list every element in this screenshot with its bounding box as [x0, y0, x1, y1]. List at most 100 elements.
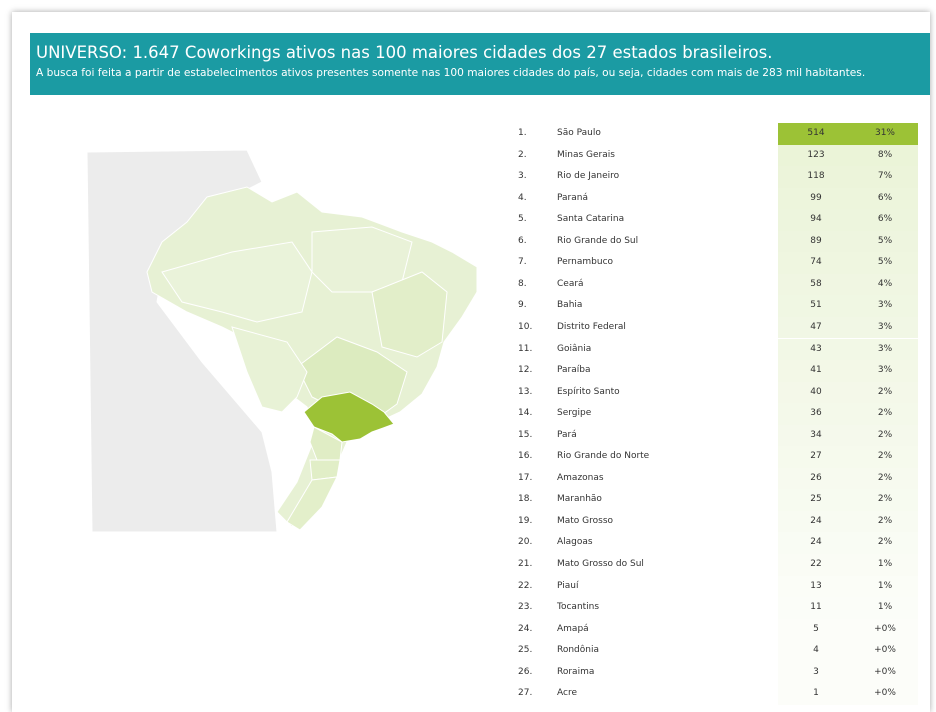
map: [86, 149, 478, 533]
rank: 15.: [518, 429, 533, 440]
share: 2%: [877, 537, 893, 548]
row-shade: [778, 273, 918, 296]
share: 8%: [877, 149, 893, 160]
share: 2%: [877, 494, 893, 505]
rank: 18.: [518, 494, 533, 505]
row-shade: [778, 316, 918, 339]
share: 2%: [877, 515, 893, 526]
count: 3: [813, 666, 819, 677]
count: 51: [810, 300, 822, 311]
rank: 8.: [518, 278, 527, 289]
rank: 14.: [518, 408, 533, 419]
rank: 21.: [518, 559, 533, 569]
state: Roraima: [557, 666, 595, 677]
row-shade: [778, 532, 918, 554]
rank: 23.: [518, 602, 533, 613]
row-shade: [778, 230, 918, 253]
state: Minas Gerais: [557, 149, 615, 160]
share: 2%: [877, 408, 893, 419]
rank: 3.: [518, 171, 527, 182]
state: Bahia: [557, 300, 583, 311]
state: Amapá: [557, 623, 589, 634]
rank: 26.: [518, 666, 533, 677]
share: +0%: [874, 666, 896, 677]
state: São Paulo: [557, 128, 601, 138]
map-shapes: [86, 149, 478, 533]
count: 40: [810, 386, 822, 397]
count: 34: [810, 429, 822, 440]
count: 74: [810, 257, 822, 268]
state: Rio de Janeiro: [557, 171, 620, 182]
row-shade: [778, 403, 918, 425]
count: 123: [807, 149, 825, 160]
rank: 17.: [518, 472, 533, 483]
count: 27: [810, 451, 822, 462]
share: 2%: [877, 386, 893, 397]
state: Amazonas: [557, 472, 604, 483]
state: Paraná: [557, 192, 588, 203]
row-shade: [778, 489, 918, 511]
state: Rio Grande do Norte: [557, 451, 650, 462]
title: UNIVERSO: 1.647 Coworkings ativos nas 10…: [36, 43, 773, 62]
row-shade: [778, 338, 918, 360]
state: Mato Grosso: [557, 515, 614, 526]
share: 2%: [877, 451, 893, 462]
rank: 7.: [518, 257, 527, 268]
row-shade: [778, 575, 918, 598]
state: Santa Catarina: [557, 214, 625, 225]
rank: 24.: [518, 623, 533, 634]
state: Mato Grosso do Sul: [557, 559, 644, 569]
rank: 5.: [518, 214, 527, 225]
count: 4: [813, 645, 819, 656]
rank: 9.: [518, 300, 527, 311]
share: 3%: [877, 365, 893, 376]
count: 24: [810, 515, 822, 526]
state: Pará: [557, 429, 577, 440]
rank: 27.: [518, 688, 533, 699]
share: +0%: [874, 688, 896, 699]
count: 22: [810, 559, 822, 569]
row-shade: [778, 144, 918, 167]
count: 24: [810, 537, 822, 548]
share: 4%: [877, 278, 893, 289]
rank: 22.: [518, 580, 533, 591]
rank: 4.: [518, 192, 527, 203]
row-shade: [778, 424, 918, 447]
count: 41: [810, 365, 822, 376]
share: 31%: [874, 128, 895, 138]
count: 11: [810, 602, 822, 613]
row-shade: [778, 510, 918, 533]
row-shade: [778, 209, 918, 231]
share: 3%: [877, 321, 893, 332]
rank: 11.: [518, 343, 533, 354]
row-shade: [778, 467, 918, 490]
row-shade: [778, 360, 918, 382]
share: 2%: [877, 472, 893, 483]
state: Acre: [557, 688, 577, 699]
share: 7%: [877, 171, 893, 182]
share: +0%: [874, 645, 896, 656]
row-shade: [778, 187, 918, 210]
row-shade: [778, 597, 918, 619]
count: 5: [813, 623, 819, 634]
row-shade: [778, 295, 918, 317]
count: 118: [807, 171, 825, 182]
state: Espírito Santo: [557, 386, 620, 397]
rank: 19.: [518, 515, 533, 526]
row-shade: [778, 252, 918, 274]
count: 89: [810, 235, 822, 246]
row-shade: [778, 640, 918, 662]
state: Rondônia: [557, 645, 599, 656]
count: 58: [810, 278, 822, 289]
row-shade: [778, 446, 918, 468]
count: 26: [810, 472, 822, 483]
slide: UNIVERSO: 1.647 Coworkings ativos nas 10…: [12, 12, 930, 712]
count: 36: [810, 408, 822, 419]
share: 3%: [877, 300, 893, 311]
state: Goiânia: [557, 343, 592, 354]
count: 25: [810, 494, 822, 505]
row-shade: [778, 554, 918, 576]
state: Paraíba: [557, 365, 591, 376]
count: 514: [807, 128, 825, 138]
